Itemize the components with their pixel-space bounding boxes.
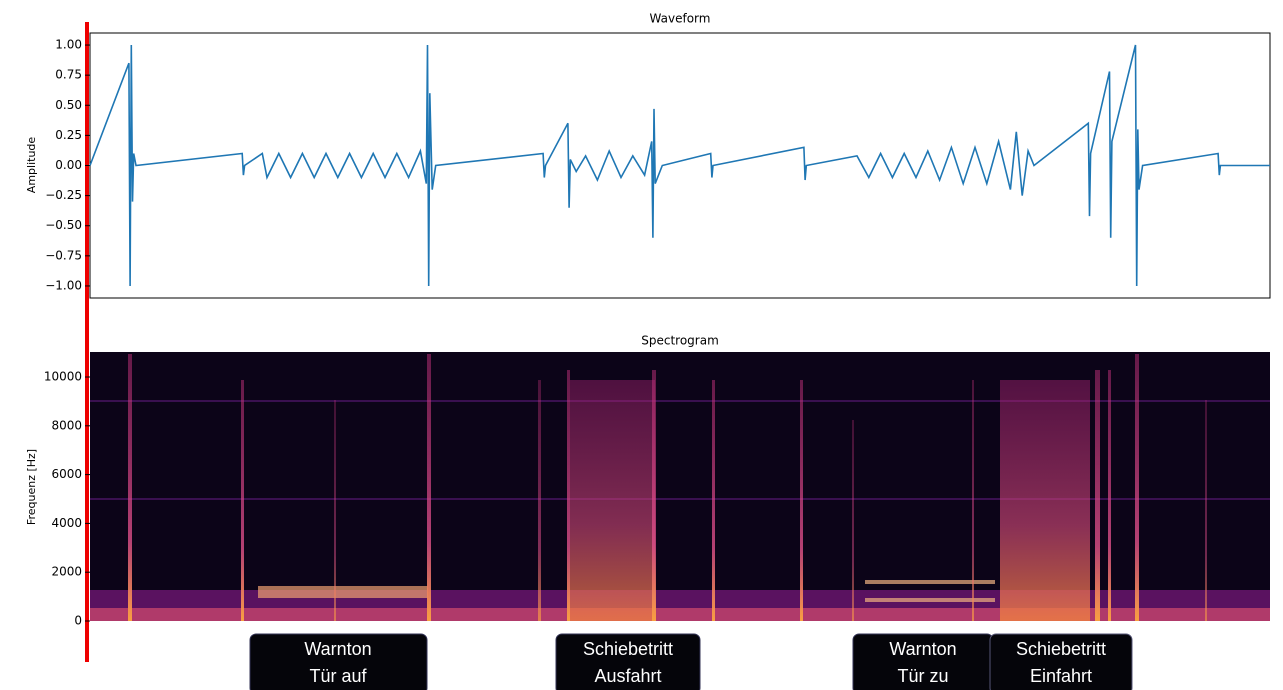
y-tick-label: 8000 [51, 418, 82, 432]
spectrogram-image [90, 352, 1270, 621]
spectrogram-title: Spectrogram [641, 334, 719, 348]
annotation-text: Einfahrt [1030, 666, 1092, 686]
y-tick-label: 0.25 [55, 128, 82, 142]
y-tick-label: −1.00 [45, 278, 82, 292]
y-tick-label: 0.50 [55, 98, 82, 112]
annotation-box [249, 633, 428, 690]
waveform-frame [89, 32, 1271, 299]
annotation-text: Schiebetritt [1016, 639, 1106, 659]
y-tick-label: 10000 [44, 370, 82, 384]
annotations: Warnton Tür auf Schiebetritt Ausfahrt Wa… [249, 633, 1133, 690]
waveform-line [89, 44, 1270, 287]
annotation-text: Schiebetritt [583, 639, 673, 659]
annotation-text: Ausfahrt [594, 666, 661, 686]
y-axis-label: Frequenz [Hz] [25, 449, 38, 525]
y-axis-label: Amplitude [25, 137, 38, 194]
annotation-box [989, 633, 1133, 690]
y-tick-label: 2000 [51, 565, 82, 579]
annotation-box [555, 633, 701, 690]
y-tick-label: −0.50 [45, 218, 82, 232]
annotation-text: Tür auf [309, 666, 367, 686]
y-tick-label: 1.00 [55, 38, 82, 52]
annotation-text: Tür zu [897, 666, 948, 686]
y-tick-label: 0.00 [55, 158, 82, 172]
y-tick-label: −0.75 [45, 248, 82, 262]
y-tick-label: 0.75 [55, 68, 82, 82]
y-tick-label: −0.25 [45, 188, 82, 202]
annotation-text: Warnton [889, 639, 956, 659]
waveform-title: Waveform [650, 12, 711, 26]
annotation-text: Warnton [304, 639, 371, 659]
y-tick-label: 6000 [51, 467, 82, 481]
y-tick-label: 4000 [51, 516, 82, 530]
y-tick-label: 0 [74, 614, 82, 628]
